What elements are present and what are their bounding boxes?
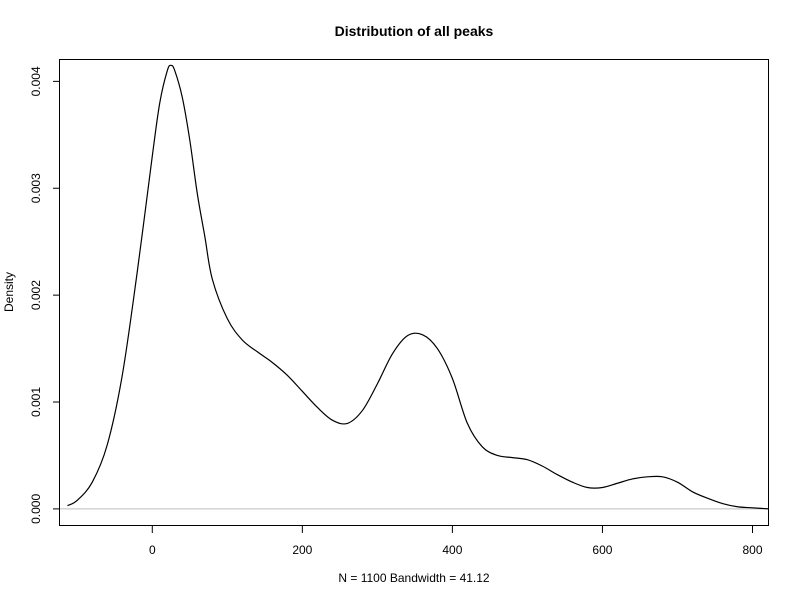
x-tick-label: 400 [442,543,462,557]
y-axis: 0.000 0.001 0.002 0.003 0.004 [29,66,60,524]
density-curve [67,64,770,510]
plot-frame [59,59,769,526]
x-tick-label: 200 [292,543,312,557]
x-axis-label: N = 1100 Bandwidth = 41.12 [338,571,490,585]
x-tick-label: 0 [149,543,156,557]
x-tick-label: 600 [592,543,612,557]
y-tick-label: 0.003 [29,173,43,203]
y-tick-label: 0.004 [29,66,43,96]
chart-title: Distribution of all peaks [335,23,494,39]
x-axis: 0 200 400 600 800 [149,526,763,557]
y-axis-label: Density [2,272,16,312]
y-tick-label: 0.000 [29,494,43,524]
x-tick-label: 800 [742,543,762,557]
y-tick-label: 0.001 [29,387,43,417]
y-tick-label: 0.002 [29,280,43,310]
